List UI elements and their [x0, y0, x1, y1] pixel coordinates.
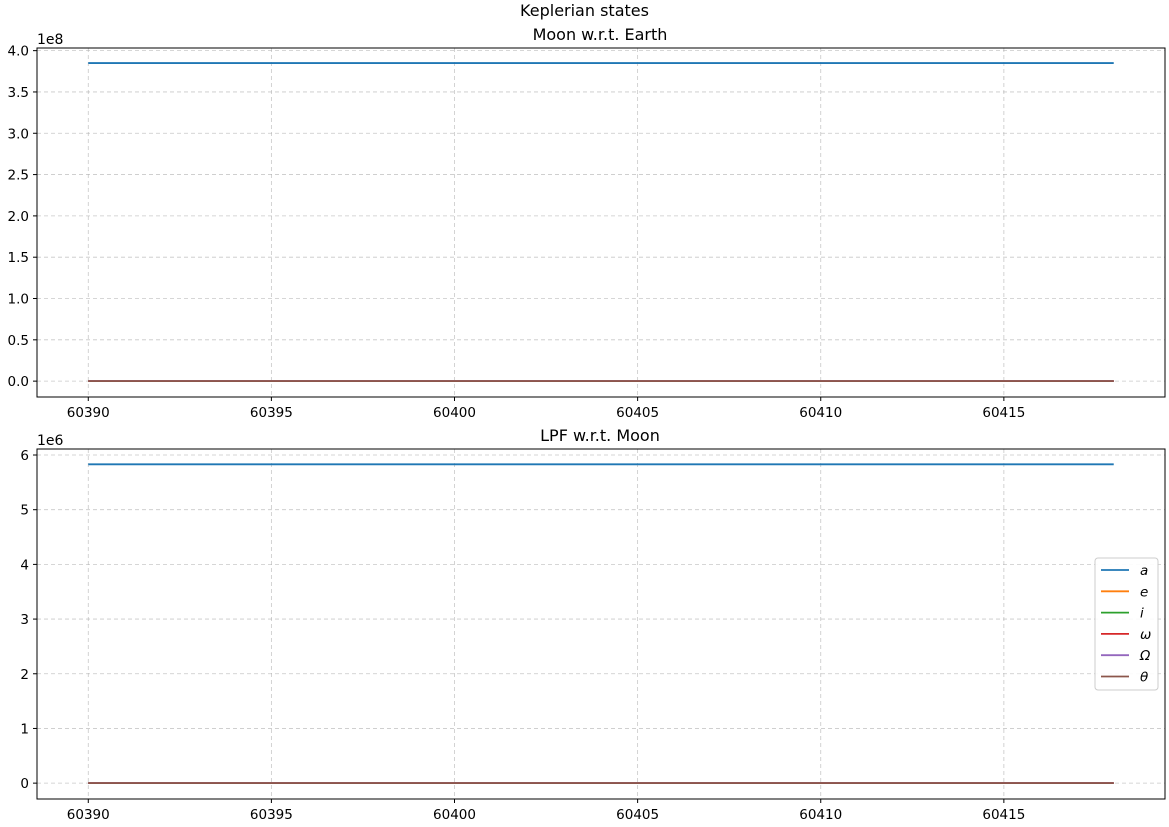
subplot-lpf-moon: LPF w.r.t. Moon 1e6 60390 60395 60400 60405… [20, 426, 1166, 823]
y-tick-label: 2.0 [8, 209, 29, 225]
legend-label: Ω [1139, 648, 1151, 664]
figure-suptitle: Keplerian states [520, 1, 649, 20]
y-tick-label: 2 [20, 667, 29, 683]
y-offset-label: 1e6 [37, 433, 64, 449]
y-tick-label: 4 [20, 557, 29, 573]
subplot-title: Moon w.r.t. Earth [533, 25, 668, 44]
x-tick-label: 60395 [250, 807, 293, 823]
y-tick-label: 4.0 [8, 44, 29, 60]
x-tick-label: 60410 [799, 405, 842, 421]
x-tick-label: 60415 [982, 405, 1025, 421]
x-tick-label: 60415 [982, 807, 1025, 823]
y-offset-label: 1e8 [37, 32, 63, 48]
y-tick-label: 1 [20, 721, 29, 737]
y-tick-label: 3.5 [8, 85, 29, 101]
x-tick-label: 60405 [616, 405, 659, 421]
legend-label: a [1140, 563, 1148, 579]
x-tick-label: 60400 [433, 405, 476, 421]
x-tick-label: 60405 [616, 807, 659, 823]
legend-frame [1094, 557, 1159, 691]
y-tick-label: 5 [20, 503, 29, 519]
x-tick-label: 60400 [433, 807, 476, 823]
y-tick-label: 0 [20, 776, 29, 792]
y-tick-label: 6 [20, 448, 29, 464]
subplot-moon-earth: Moon w.r.t. Earth 1e8 60390 60395 60400 604… [8, 25, 1166, 421]
y-tick-label: 2.5 [8, 168, 29, 184]
y-tick-label: 1.0 [8, 292, 29, 308]
y-tick-label: 0.5 [8, 333, 29, 349]
y-tick-label: 0.0 [8, 374, 29, 390]
legend-label: ω [1140, 627, 1151, 643]
legend-label: i [1140, 606, 1144, 622]
y-tick-label: 3 [20, 612, 29, 628]
subplot-title: LPF w.r.t. Moon [540, 426, 660, 445]
y-tick-label: 1.5 [8, 250, 29, 266]
axes-frame [36, 47, 1166, 398]
x-tick-label: 60390 [67, 405, 110, 421]
legend-label: θ [1140, 670, 1148, 686]
x-tick-label: 60395 [250, 405, 293, 421]
y-tick-label: 3.0 [8, 126, 29, 142]
x-tick-label: 60410 [799, 807, 842, 823]
x-tick-label: 60390 [67, 807, 110, 823]
legend-label: e [1140, 584, 1148, 600]
axes-frame [36, 448, 1166, 800]
